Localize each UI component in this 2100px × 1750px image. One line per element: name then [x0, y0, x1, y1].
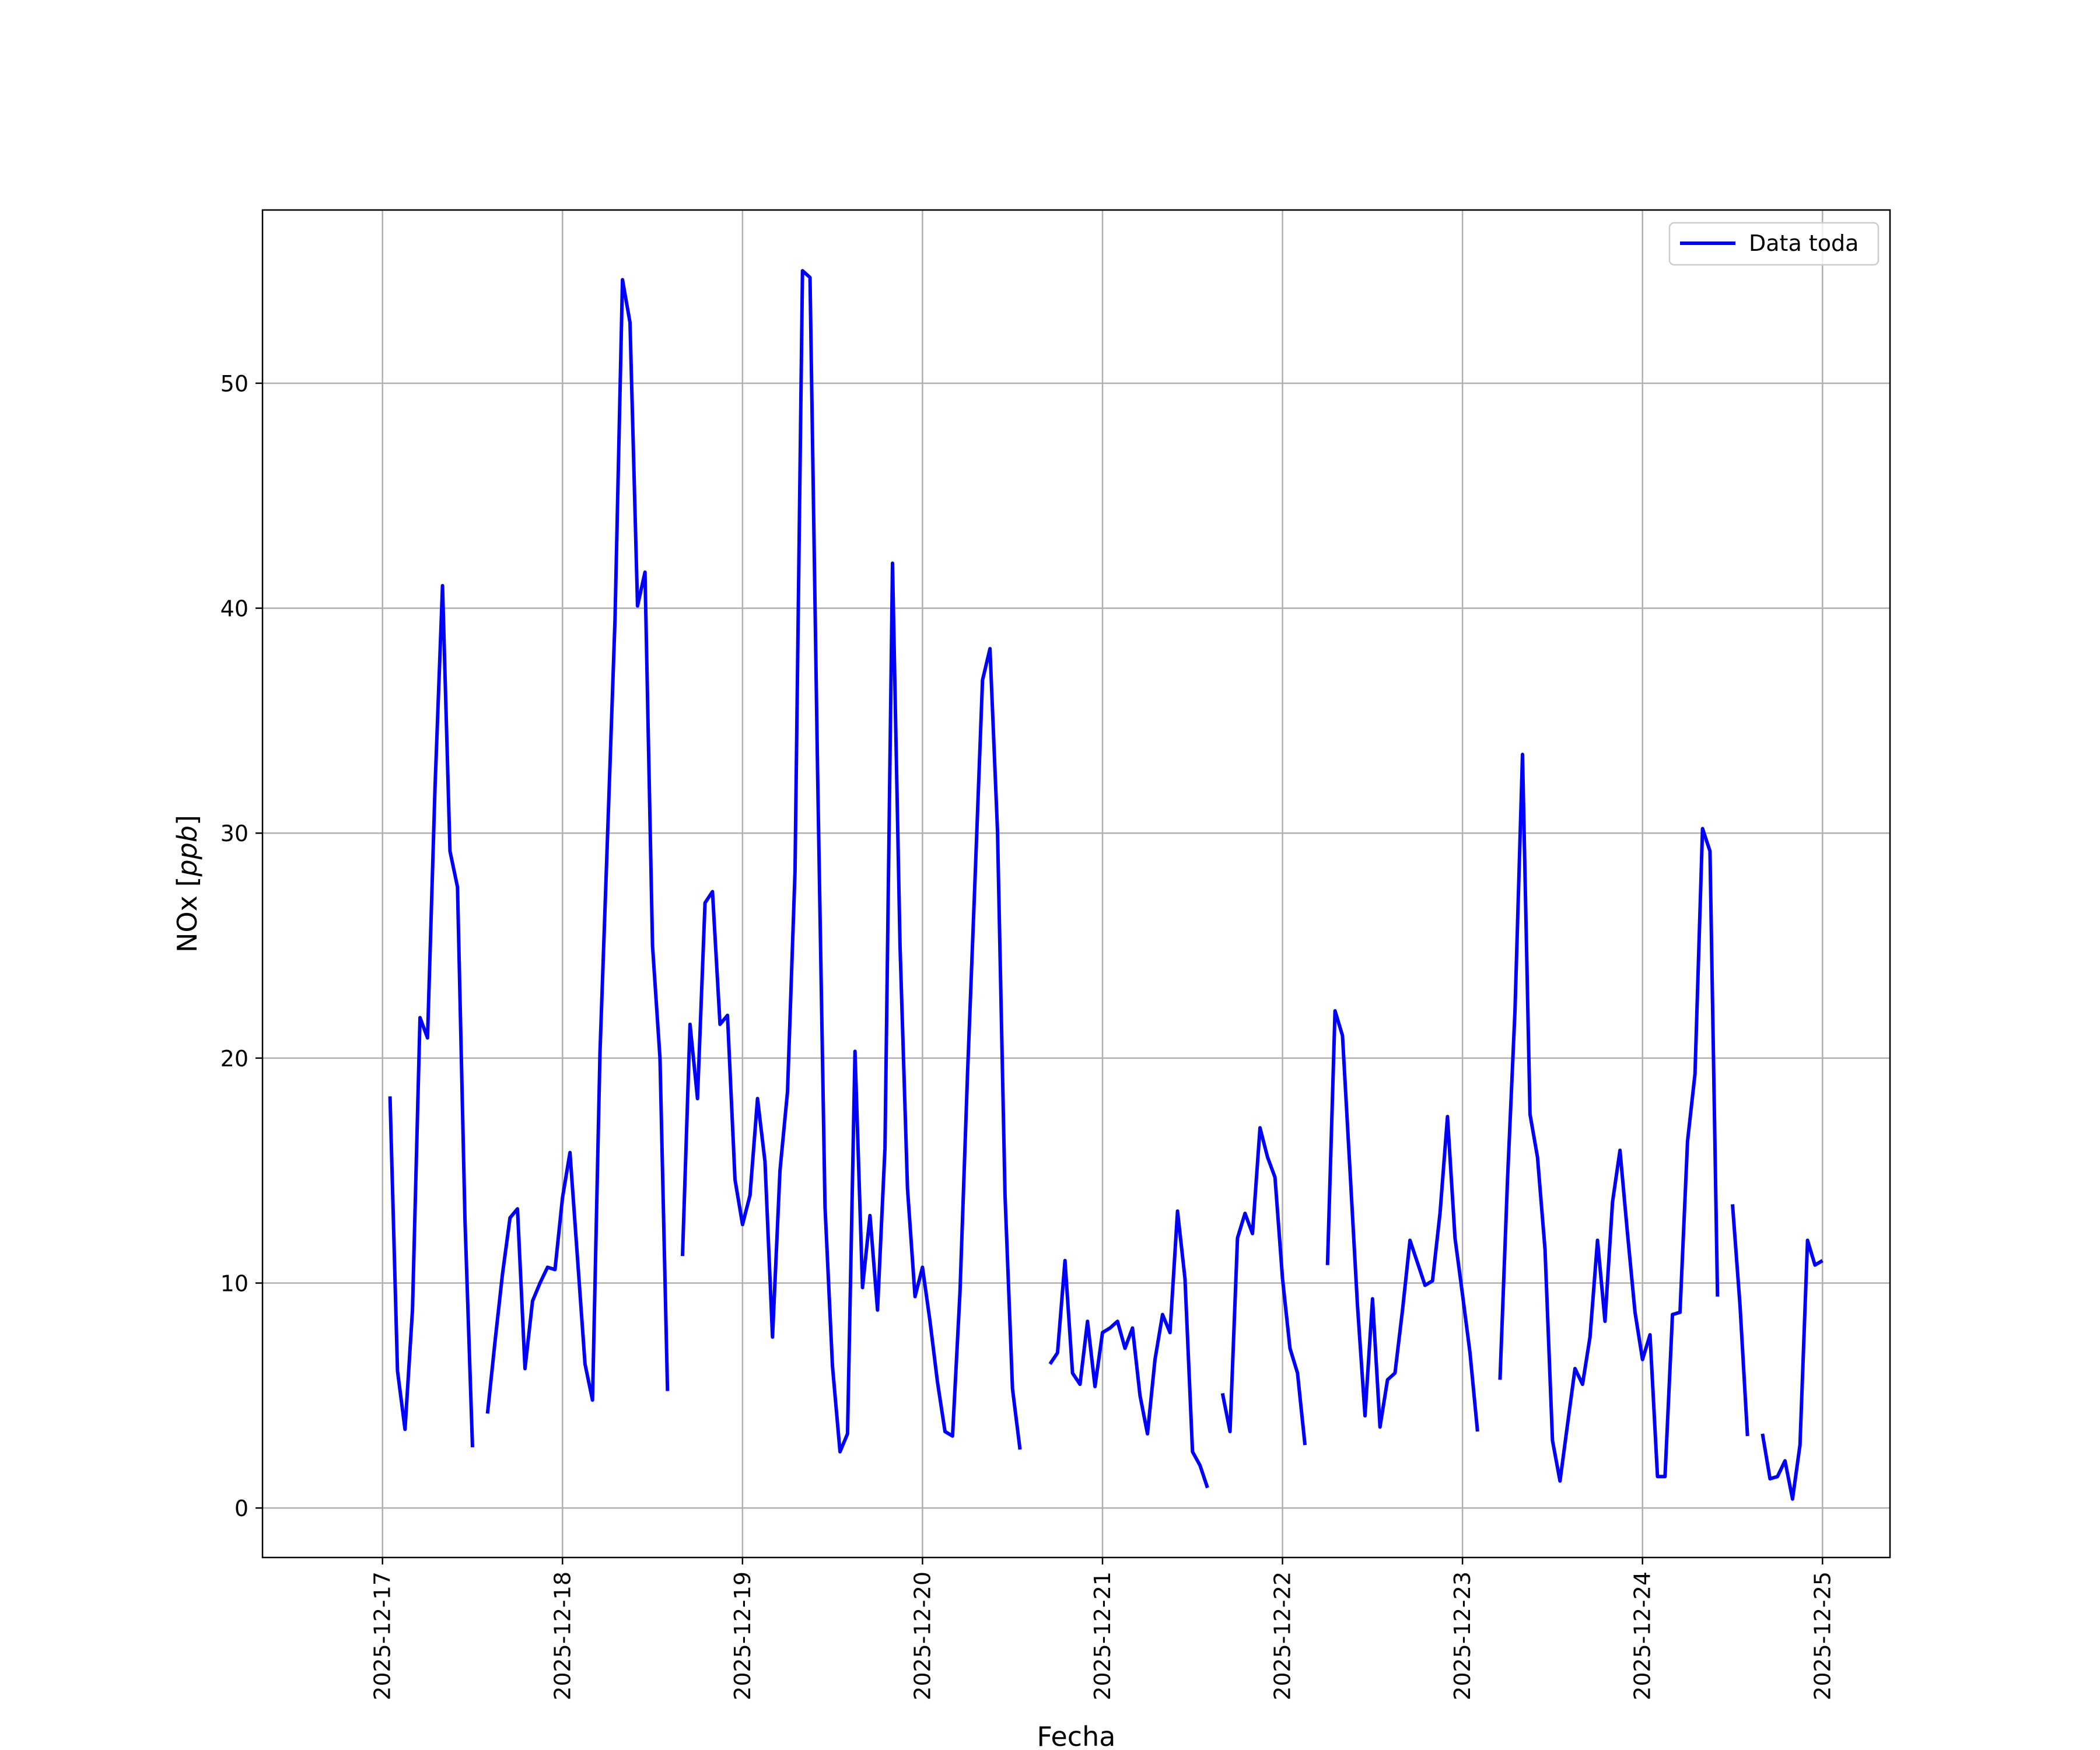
- x-axis-title: Fecha: [1037, 1721, 1116, 1750]
- series-line-segment: [681, 269, 1022, 1454]
- series-line-segment: [1731, 1204, 1749, 1436]
- x-tick-label: 2025-12-22: [1270, 1572, 1296, 1700]
- plot-frame: [261, 209, 1891, 1559]
- series-line-segment: [1325, 1009, 1479, 1432]
- x-tick-label: 2025-12-25: [1810, 1572, 1835, 1700]
- x-tick-label: 2025-12-24: [1630, 1572, 1656, 1700]
- x-tick-label: 2025-12-18: [550, 1572, 575, 1700]
- series-line-segment: [1498, 752, 1720, 1483]
- series-line-segment: [485, 278, 670, 1414]
- x-tick-label: 2025-12-21: [1090, 1572, 1115, 1700]
- y-axis-title-text: NOx: [172, 887, 203, 953]
- legend: Data toda: [1668, 222, 1880, 266]
- series-line-segment: [1760, 1238, 1824, 1501]
- y-tick-label: 50: [220, 371, 249, 397]
- x-tick-label: 2025-12-23: [1450, 1572, 1475, 1700]
- y-tick-label: 30: [220, 821, 249, 846]
- y-axis-title-unit: ppb: [172, 825, 203, 877]
- x-tick-label: 2025-12-17: [370, 1572, 396, 1700]
- series-line-segment: [1048, 1209, 1209, 1489]
- series-line-segment: [1220, 1126, 1307, 1446]
- y-tick-label: 20: [220, 1046, 249, 1072]
- y-tick-label: 0: [235, 1496, 249, 1521]
- grid-lines: [262, 210, 1890, 1558]
- legend-box: [1668, 222, 1880, 266]
- x-tick-label: 2025-12-19: [730, 1572, 755, 1700]
- x-tick-label: 2025-12-20: [909, 1572, 935, 1700]
- series-line-segment: [388, 584, 474, 1448]
- y-tick-label: 10: [220, 1271, 249, 1297]
- y-axis-title: NOx [ppb]: [172, 815, 203, 953]
- series-data-toda: [388, 269, 1824, 1501]
- axis-ticks: 2025-12-17 2025-12-18 2025-12-19 2025-12-20…: [220, 371, 1836, 1700]
- y-tick-label: 40: [220, 596, 249, 622]
- legend-label: Data toda: [1749, 230, 1859, 256]
